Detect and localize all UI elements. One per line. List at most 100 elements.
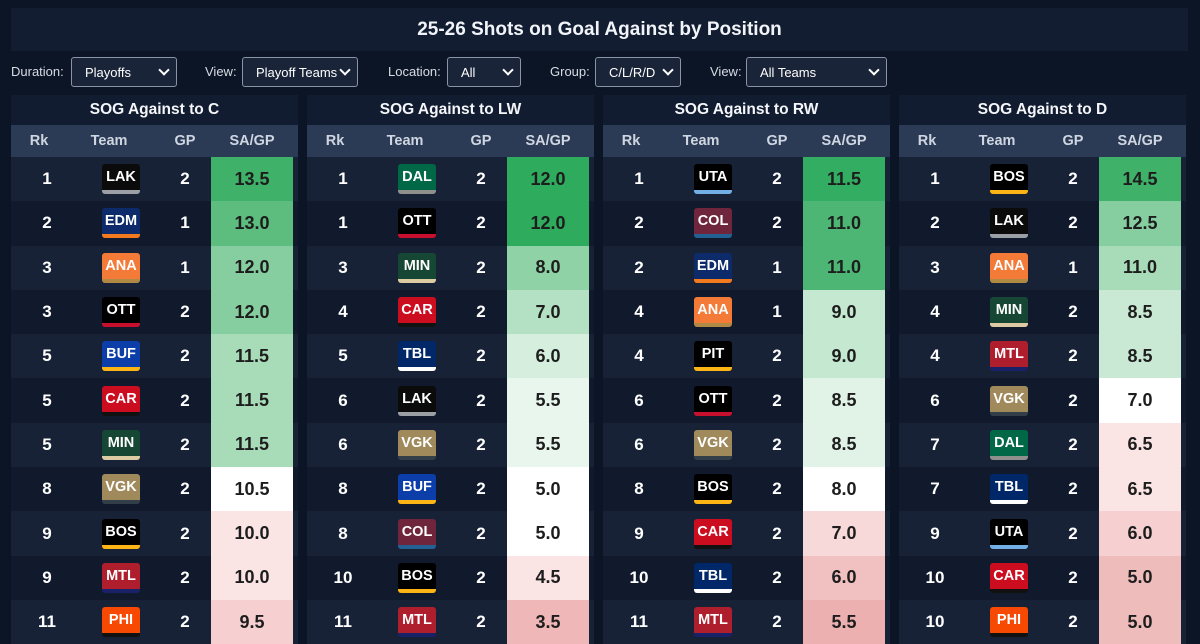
team-cell: EDM bbox=[675, 246, 751, 290]
sa-per-gp-cell: 9.0 bbox=[803, 289, 885, 335]
table-row: 7 TBL 2 6.5 bbox=[899, 467, 1186, 512]
column-header-rk[interactable]: Rk bbox=[621, 133, 641, 149]
table-row: 10 BOS 2 4.5 bbox=[307, 555, 594, 600]
column-header-gp[interactable]: GP bbox=[174, 133, 196, 149]
duration-select[interactable]: Playoffs bbox=[71, 57, 177, 87]
rank-cell: 9 bbox=[42, 567, 52, 587]
gp-cell: 2 bbox=[1068, 479, 1078, 499]
table-row: 4 MTL 2 8.5 bbox=[899, 334, 1186, 379]
chevron-down-icon bbox=[158, 64, 170, 76]
sa-per-gp-cell: 10.0 bbox=[211, 511, 293, 556]
column-header-sa[interactable]: SA/GP bbox=[525, 133, 571, 149]
team-logo: MTL bbox=[398, 607, 436, 638]
chevron-down-icon bbox=[662, 64, 674, 76]
team-cell: DAL bbox=[971, 423, 1047, 467]
table-row: 11 MTL 2 3.5 bbox=[307, 599, 594, 644]
gp-cell: 2 bbox=[772, 612, 782, 632]
column-header-gp[interactable]: GP bbox=[470, 133, 492, 149]
team-logo: VGK bbox=[398, 429, 436, 460]
table-row: 4 CAR 2 7.0 bbox=[307, 289, 594, 335]
sa-per-gp-cell: 12.0 bbox=[211, 289, 293, 335]
table-row: 4 PIT 2 9.0 bbox=[603, 334, 890, 379]
sa-per-gp-cell: 11.5 bbox=[803, 157, 885, 202]
gp-cell: 2 bbox=[180, 479, 190, 499]
sa-per-gp-cell: 8.5 bbox=[803, 422, 885, 468]
rank-cell: 5 bbox=[42, 434, 52, 454]
panel-title: SOG Against to LW bbox=[307, 95, 594, 125]
team-cell: MIN bbox=[379, 246, 455, 290]
gp-cell: 2 bbox=[180, 302, 190, 322]
column-header-team[interactable]: Team bbox=[386, 133, 424, 149]
view-label: View: bbox=[205, 64, 237, 79]
rank-cell: 8 bbox=[338, 523, 348, 543]
team-logo: LAK bbox=[990, 208, 1028, 239]
sa-per-gp-cell: 8.5 bbox=[803, 378, 885, 423]
column-header-sa[interactable]: SA/GP bbox=[229, 133, 275, 149]
column-header-team[interactable]: Team bbox=[978, 133, 1016, 149]
gp-cell: 2 bbox=[180, 567, 190, 587]
team-cell: ANA bbox=[83, 246, 159, 290]
table-row: 3 MIN 2 8.0 bbox=[307, 245, 594, 290]
column-header-sa[interactable]: SA/GP bbox=[1117, 133, 1163, 149]
column-header-team[interactable]: Team bbox=[682, 133, 720, 149]
rank-cell: 8 bbox=[634, 479, 644, 499]
sa-per-gp-cell: 10.5 bbox=[211, 467, 293, 512]
table-row: 1 OTT 2 12.0 bbox=[307, 201, 594, 246]
gp-cell: 2 bbox=[1068, 434, 1078, 454]
table-row: 3 ANA 1 12.0 bbox=[11, 245, 298, 290]
table-row: 7 DAL 2 6.5 bbox=[899, 422, 1186, 468]
team-logo: PHI bbox=[990, 607, 1028, 638]
sa-per-gp-cell: 6.0 bbox=[803, 555, 885, 600]
rank-cell: 7 bbox=[930, 479, 940, 499]
rank-cell: 9 bbox=[634, 523, 644, 543]
team-logo: UTA bbox=[694, 164, 732, 195]
team-cell: EDM bbox=[83, 201, 159, 245]
gp-cell: 2 bbox=[476, 390, 486, 410]
sa-per-gp-cell: 11.0 bbox=[803, 201, 885, 246]
team-logo: ANA bbox=[102, 252, 140, 283]
view-select[interactable]: Playoff Teams bbox=[242, 57, 358, 87]
gp-cell: 2 bbox=[180, 434, 190, 454]
sa-per-gp-cell: 4.5 bbox=[507, 555, 589, 600]
team-logo: MIN bbox=[990, 297, 1028, 328]
team-cell: ANA bbox=[971, 246, 1047, 290]
gp-cell: 1 bbox=[180, 213, 190, 233]
team-logo: OTT bbox=[102, 297, 140, 328]
team-cell: BUF bbox=[379, 467, 455, 511]
rank-cell: 4 bbox=[930, 302, 940, 322]
table-row: 1 BOS 2 14.5 bbox=[899, 157, 1186, 202]
column-header-sa[interactable]: SA/GP bbox=[821, 133, 867, 149]
sa-per-gp-cell: 11.5 bbox=[211, 334, 293, 379]
gp-cell: 2 bbox=[180, 169, 190, 189]
panel-title: SOG Against to D bbox=[899, 95, 1186, 125]
gp-cell: 2 bbox=[772, 479, 782, 499]
table-row: 11 PHI 2 9.5 bbox=[11, 599, 298, 644]
column-header-rk[interactable]: Rk bbox=[325, 133, 345, 149]
panel-c: SOG Against to C Rk Team GP SA/GP 1 LAK 2 13.5 2 E… bbox=[11, 95, 298, 644]
rank-cell: 3 bbox=[338, 257, 348, 277]
group-select[interactable]: C/L/R/D bbox=[595, 57, 681, 87]
sa-per-gp-cell: 5.5 bbox=[507, 422, 589, 468]
rank-cell: 4 bbox=[930, 346, 940, 366]
team-cell: BUF bbox=[83, 334, 159, 378]
column-header-rk[interactable]: Rk bbox=[29, 133, 49, 149]
column-header-gp[interactable]: GP bbox=[1062, 133, 1084, 149]
table-row: 2 COL 2 11.0 bbox=[603, 201, 890, 246]
rank-cell: 1 bbox=[338, 213, 348, 233]
column-header-rk[interactable]: Rk bbox=[917, 133, 937, 149]
sa-per-gp-cell: 11.0 bbox=[1099, 245, 1181, 290]
rank-cell: 5 bbox=[42, 346, 52, 366]
team-view-select[interactable]: All Teams bbox=[746, 57, 887, 87]
sa-per-gp-cell: 6.0 bbox=[507, 334, 589, 379]
gp-cell: 2 bbox=[772, 346, 782, 366]
team-logo: TBL bbox=[990, 474, 1028, 505]
team-logo: DAL bbox=[398, 164, 436, 195]
team-cell: MTL bbox=[971, 334, 1047, 378]
location-select[interactable]: All bbox=[447, 57, 521, 87]
gp-cell: 2 bbox=[476, 257, 486, 277]
filter-bar: Duration: Playoffs View: Playoff Teams L… bbox=[0, 56, 1200, 88]
team-cell: VGK bbox=[675, 423, 751, 467]
column-header-team[interactable]: Team bbox=[90, 133, 128, 149]
column-header-gp[interactable]: GP bbox=[766, 133, 788, 149]
table-row: 8 VGK 2 10.5 bbox=[11, 467, 298, 512]
